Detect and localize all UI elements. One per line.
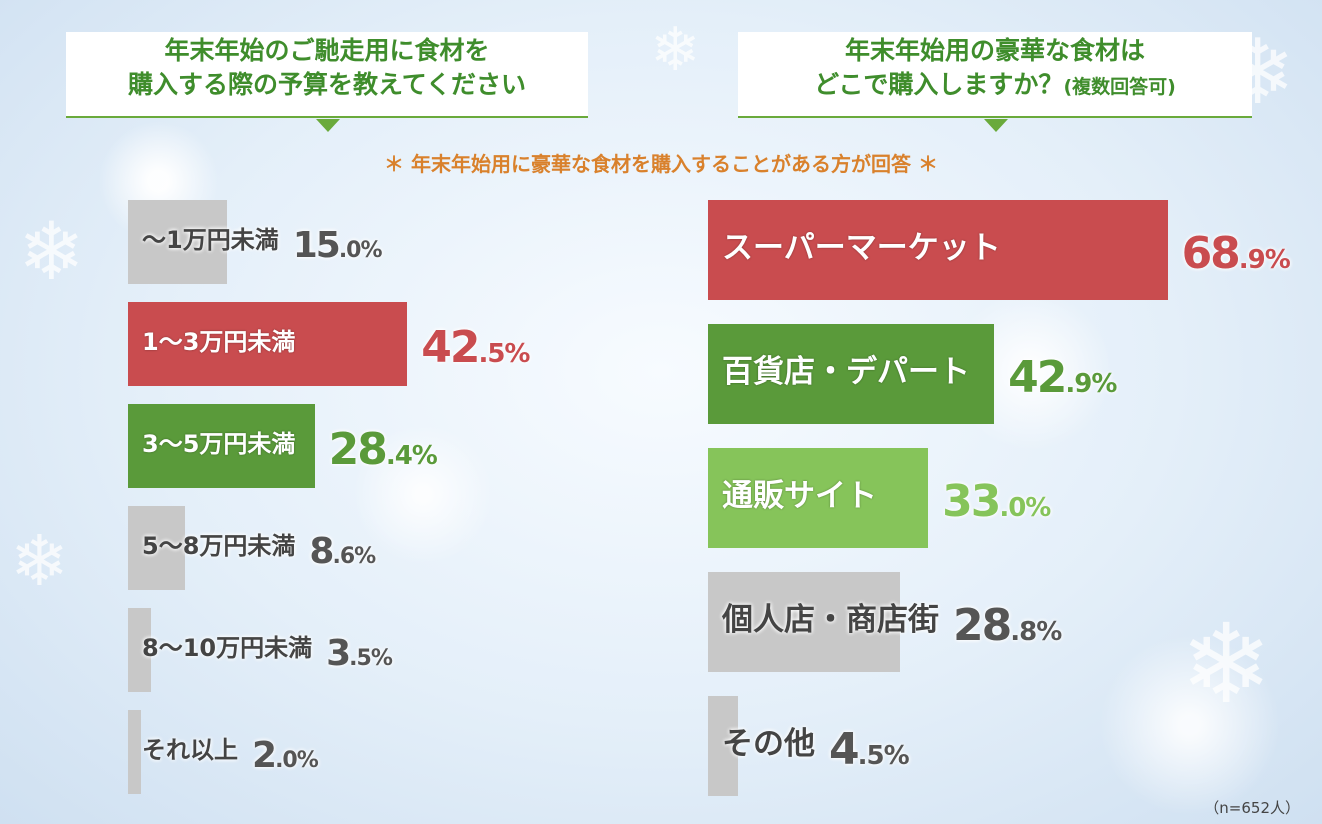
location-value-5: 4.5% <box>829 724 910 775</box>
location-bar-4 <box>708 572 901 672</box>
budget-bar-1 <box>128 200 227 284</box>
location-bar-3 <box>708 448 929 548</box>
budget-bar-2 <box>128 302 408 386</box>
location-value-3: 33.0% <box>942 476 1051 527</box>
snowflake-icon: ❄ <box>18 205 86 298</box>
location-bar-1 <box>708 200 1168 300</box>
respondent-note: ＊ 年末年始用に豪華な食材を購入することがある方が回答 ＊ <box>384 152 938 176</box>
right-question-line2-small: (複数回答可) <box>1063 76 1176 98</box>
budget-value-2: 42.5% <box>421 322 530 373</box>
right-question-box: 年末年始用の豪華な食材は どこで購入しますか？(複数回答可) <box>738 32 1252 118</box>
right-question-line2-main: どこで購入しますか？ <box>814 70 1064 99</box>
budget-bar-3 <box>128 404 315 488</box>
budget-bar-label-2: 1〜3万円未満 <box>142 328 296 356</box>
left-question-box: 年末年始のご馳走用に食材を 購入する際の予算を教えてください <box>66 32 588 118</box>
location-value-2: 42.9% <box>1008 352 1117 403</box>
budget-value-1: 15.0% <box>292 225 383 266</box>
left-question-line2: 購入する際の予算を教えてください <box>127 70 526 99</box>
location-bar-label-3: 通販サイト <box>722 477 877 514</box>
location-bar-label-5: その他 <box>722 725 815 762</box>
location-bar-2 <box>708 324 995 424</box>
left-question-line1: 年末年始のご馳走用に食材を <box>164 36 490 65</box>
location-bar-label-1: スーパーマーケット <box>722 229 1001 266</box>
sample-size-note: （n=652人） <box>1204 799 1300 817</box>
budget-value-3: 28.4% <box>328 424 438 475</box>
location-bar-label-4: 個人店・商店街 <box>722 601 939 638</box>
budget-value-4: 8.6% <box>309 531 376 572</box>
budget-bar-label-5: 8〜10万円未満 <box>142 634 313 662</box>
right-question-line1: 年末年始用の豪華な食材は <box>844 36 1145 65</box>
budget-value-6: 2.0% <box>252 735 319 776</box>
location-value-4: 28.8% <box>953 600 1062 651</box>
budget-bar-4 <box>128 506 185 590</box>
location-bar-label-2: 百貨店・デパート <box>722 353 970 390</box>
budget-bar-label-4: 5〜8万円未満 <box>142 532 296 560</box>
location-bar-5 <box>708 696 738 796</box>
left-question-pointer <box>316 119 340 132</box>
snowflake-icon: ❄ <box>10 520 69 602</box>
right-question-line2: どこで購入しますか？(複数回答可) <box>738 68 1252 104</box>
right-question-pointer <box>984 119 1008 132</box>
budget-bar-label-6: それ以上 <box>142 736 238 764</box>
budget-bar-6 <box>128 710 142 794</box>
budget-bar-label-3: 3〜5万円未満 <box>142 430 296 458</box>
snowflake-icon: ❄ <box>650 15 701 85</box>
location-value-1: 68.9% <box>1181 228 1291 279</box>
budget-bar-5 <box>128 608 151 692</box>
budget-bar-label-1: 〜1万円未満 <box>142 226 279 254</box>
snowflake-icon: ❄ <box>1180 600 1273 728</box>
budget-value-5: 3.5% <box>326 633 393 674</box>
